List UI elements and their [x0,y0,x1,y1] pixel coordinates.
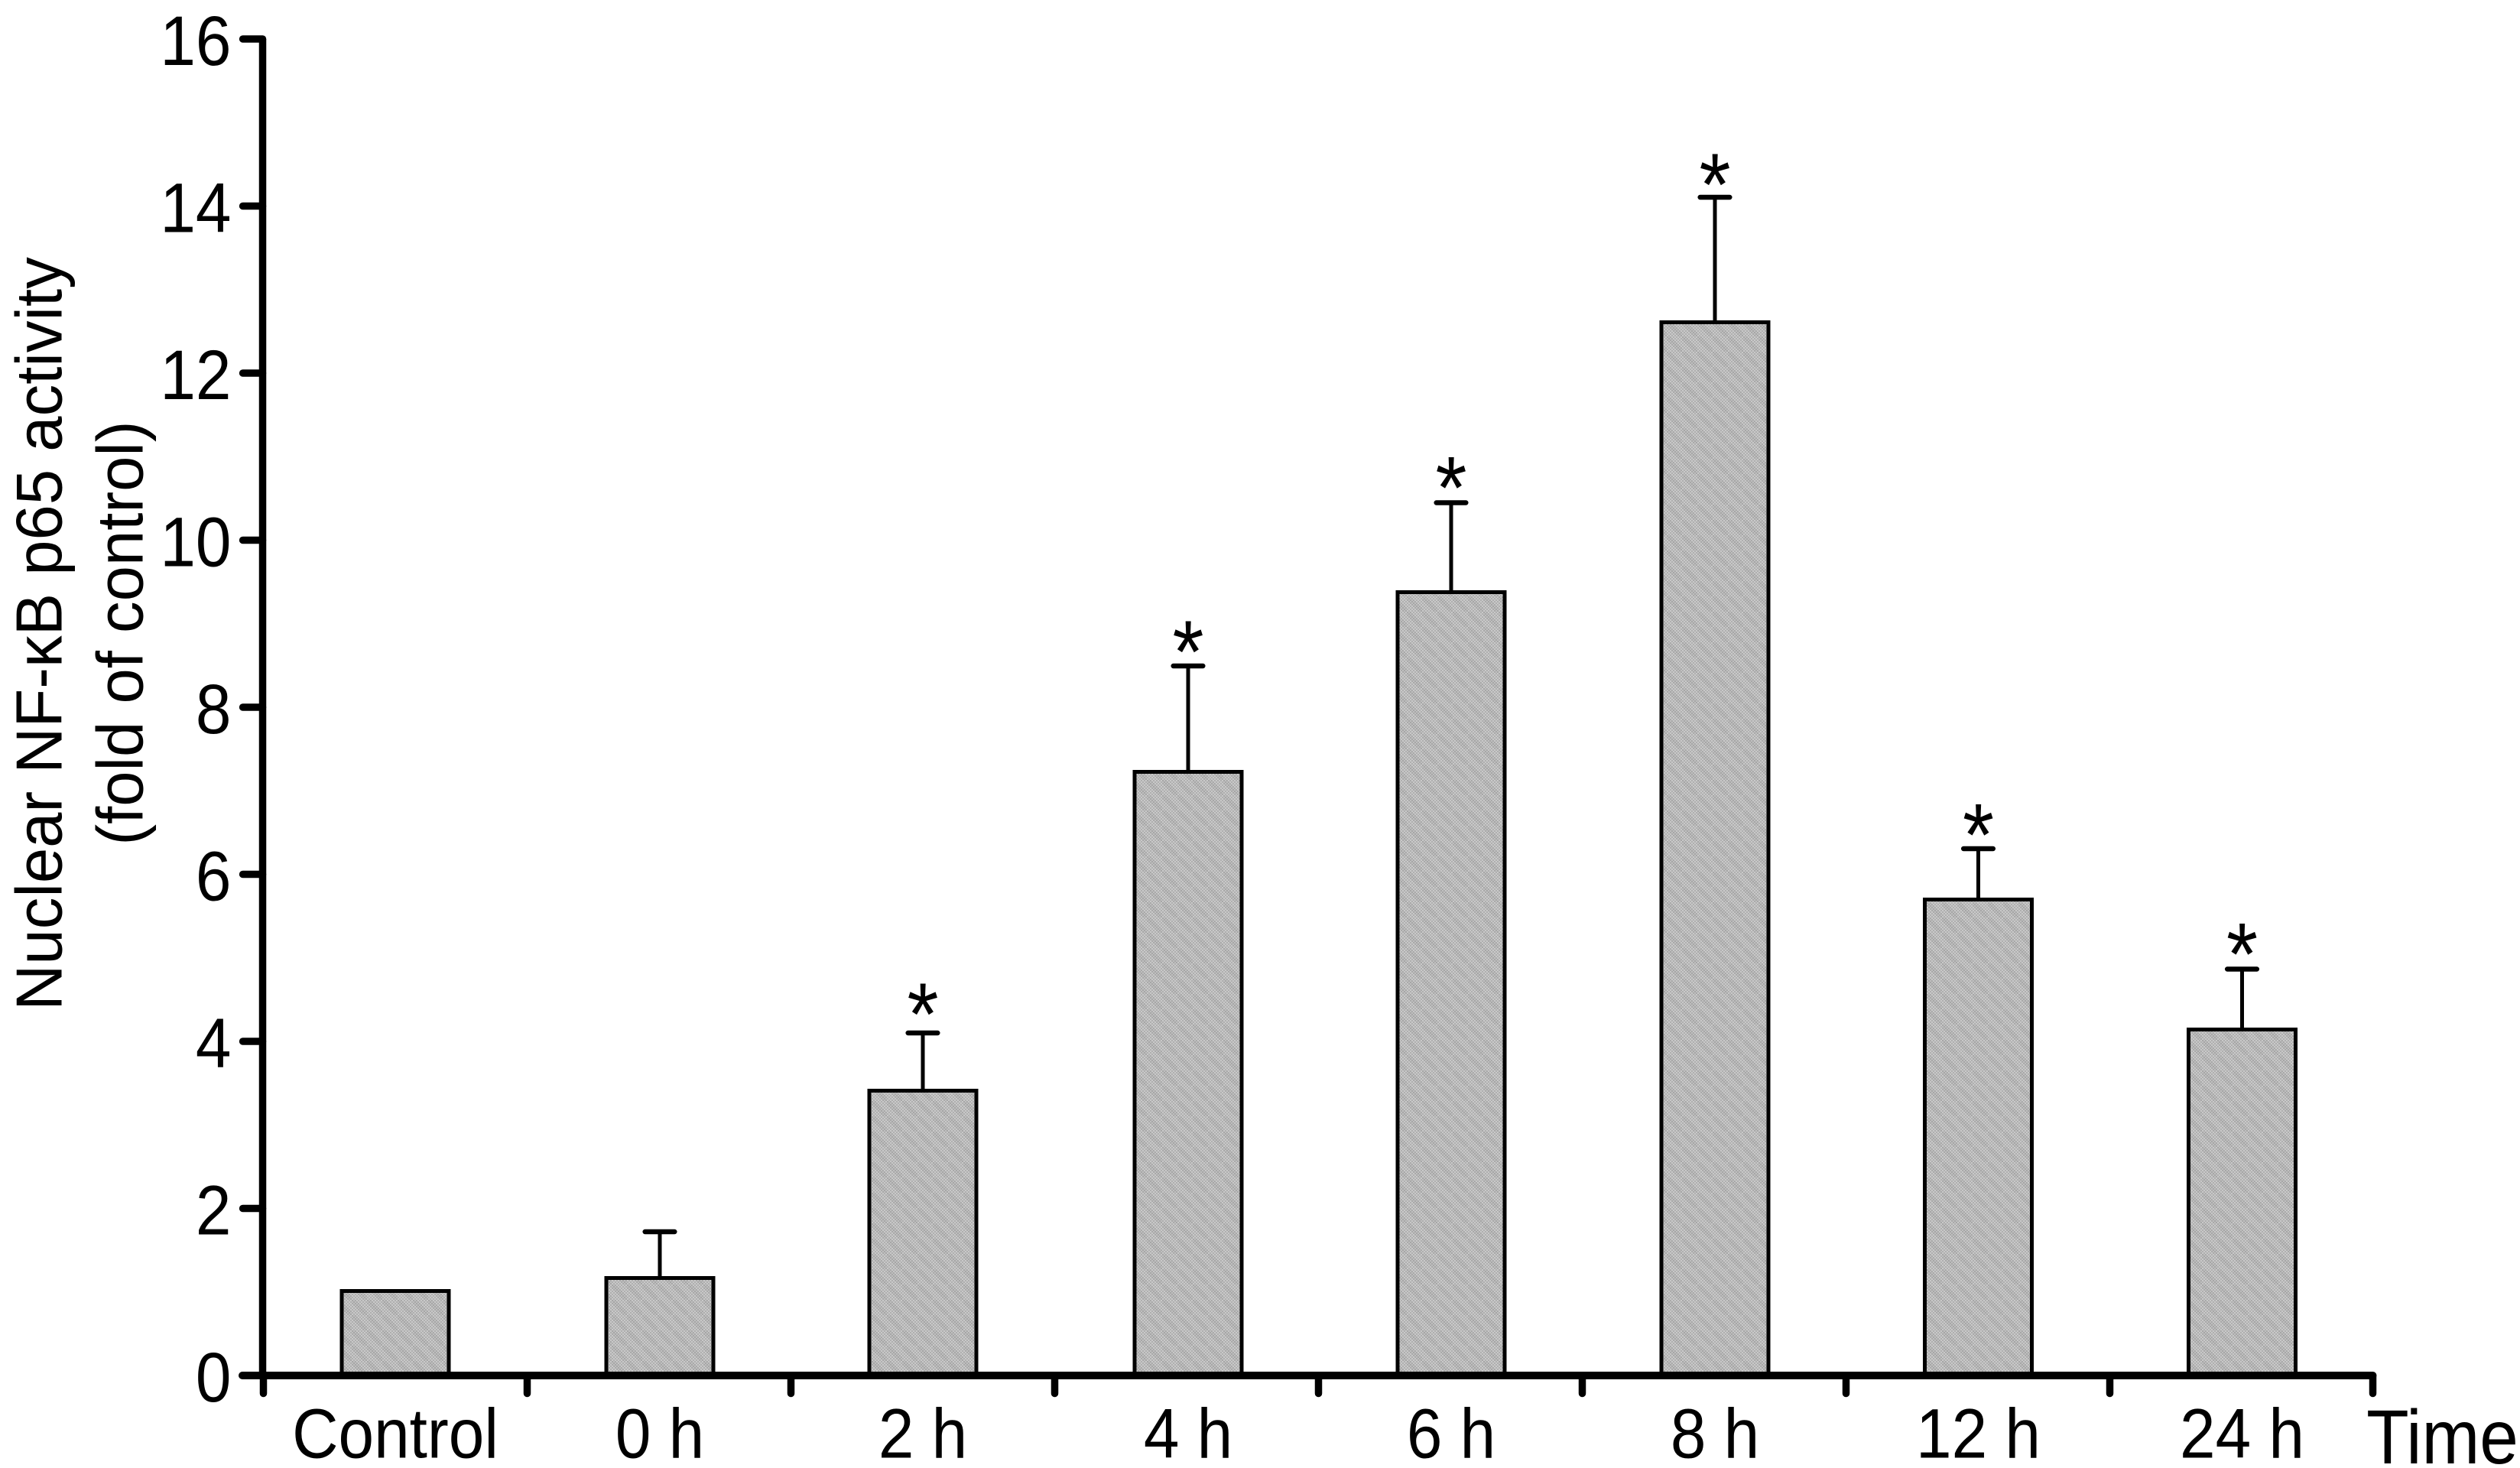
svg-text:0: 0 [196,1337,232,1417]
svg-text:4 h: 4 h [1144,1394,1232,1468]
svg-text:12: 12 [160,335,231,414]
svg-text:*: * [1172,602,1203,702]
svg-text:*: * [1699,135,1730,235]
svg-text:16: 16 [160,1,231,80]
svg-text:Control: Control [292,1394,498,1468]
svg-text:6 h: 6 h [1407,1394,1495,1468]
svg-text:4: 4 [196,1003,232,1083]
svg-text:14: 14 [160,168,231,248]
svg-text:*: * [1435,438,1466,538]
svg-text:2 h: 2 h [878,1394,967,1468]
svg-text:2: 2 [196,1171,232,1250]
svg-text:8 h: 8 h [1671,1394,1759,1468]
svg-text:Nuclear NF-κB p65 activity: Nuclear NF-κB p65 activity [2,257,75,1011]
svg-text:24 h: 24 h [2180,1394,2304,1468]
svg-text:6: 6 [196,836,232,916]
svg-text:*: * [907,965,938,1064]
svg-text:8: 8 [196,669,232,749]
svg-text:*: * [2226,905,2258,1004]
svg-text:*: * [1963,785,1994,885]
svg-text:(fold of control): (fold of control) [83,421,156,845]
svg-text:Time: Time [2366,1395,2518,1468]
svg-text:10: 10 [160,502,231,582]
svg-text:12 h: 12 h [1916,1394,2041,1468]
svg-text:0 h: 0 h [615,1394,704,1468]
